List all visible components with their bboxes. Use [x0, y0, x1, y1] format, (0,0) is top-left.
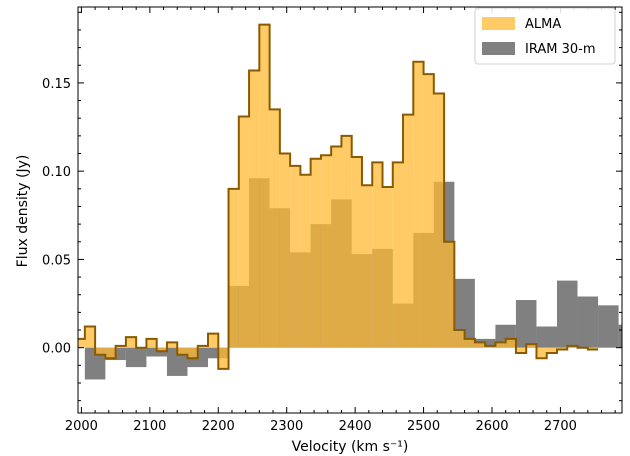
iram-bar	[515, 300, 537, 348]
alma-bar	[505, 338, 516, 348]
alma-bar	[208, 333, 219, 348]
x-tick-label: 2700	[544, 419, 577, 434]
alma-bar	[105, 347, 116, 359]
x-tick-label: 2600	[475, 419, 508, 434]
alma-bar	[84, 326, 96, 348]
iram-bar	[556, 280, 578, 348]
x-tick-label: 2500	[407, 419, 440, 434]
alma-bar	[361, 185, 373, 348]
axes-frame	[77, 6, 623, 414]
alma-bar	[546, 347, 557, 353]
alma-bar	[351, 157, 362, 348]
x-tick-label: 2300	[270, 419, 303, 434]
alma-bar	[300, 174, 311, 348]
alma-bar	[269, 109, 280, 348]
alma-bar	[536, 347, 547, 359]
x-tick-label: 2100	[133, 419, 166, 434]
x-tick-label: 2200	[202, 419, 235, 434]
alma-bar	[146, 338, 157, 348]
alma-bar	[238, 116, 250, 348]
alma-bar	[495, 342, 506, 348]
series-alma	[78, 24, 599, 369]
legend-swatch-alma	[482, 17, 515, 30]
series-group	[78, 23, 622, 380]
alma-bar	[464, 338, 475, 348]
y-tick-label: 0.05	[42, 253, 71, 268]
iram-bar	[598, 305, 619, 348]
alma-bar	[474, 342, 486, 348]
alma-bar	[279, 153, 291, 348]
alma-bar	[515, 347, 527, 353]
x-tick-label: 2400	[339, 419, 372, 434]
alma-bar	[423, 74, 434, 348]
alma-bar	[78, 338, 85, 348]
alma-bar	[177, 347, 188, 355]
alma-bar	[125, 337, 137, 348]
alma-bar	[433, 93, 445, 348]
alma-bar	[290, 165, 301, 348]
iram-bar	[618, 324, 622, 348]
alma-bar	[392, 162, 404, 348]
legend-label-iram: IRAM 30-m	[525, 42, 595, 57]
alma-bar	[382, 187, 393, 348]
alma-bar	[372, 162, 383, 348]
alma-bar	[228, 188, 239, 348]
alma-bar	[249, 70, 260, 348]
alma-bar	[444, 241, 455, 348]
alma-bar	[320, 155, 332, 348]
alma-bar	[187, 347, 198, 359]
alma-bar	[95, 347, 106, 355]
legend-label-alma: ALMA	[525, 17, 561, 32]
alma-bar	[403, 114, 414, 348]
y-axis-label: Flux density (Jy)	[15, 155, 31, 268]
y-tick-label: 0.00	[42, 342, 71, 357]
alma-bar	[259, 24, 270, 348]
legend-swatch-iram	[482, 42, 515, 55]
x-axis-label: Velocity (km s⁻¹)	[292, 439, 409, 455]
alma-bar	[166, 342, 178, 348]
alma-bar	[341, 135, 352, 348]
y-tick-label: 0.10	[42, 165, 71, 180]
alma-bar	[310, 158, 321, 348]
legend: ALMA IRAM 30-m	[474, 7, 616, 65]
x-tick-label: 2000	[65, 419, 98, 434]
iram-bar	[125, 347, 147, 368]
alma-bar	[156, 347, 167, 352]
plot-area	[78, 23, 622, 380]
iram-bar	[536, 326, 557, 348]
alma-bar	[331, 146, 342, 348]
iram-bar	[577, 296, 599, 348]
alma-step-outline	[78, 23, 599, 370]
axes: 2000 2100 2200 2300 2400 2500 2600 2700 0.00 0.05…	[42, 6, 623, 434]
alma-bar	[218, 347, 229, 369]
y-tick-label: 0.15	[42, 77, 71, 92]
alma-bar	[454, 330, 465, 348]
alma-bar	[526, 344, 537, 348]
alma-bar	[413, 61, 424, 348]
